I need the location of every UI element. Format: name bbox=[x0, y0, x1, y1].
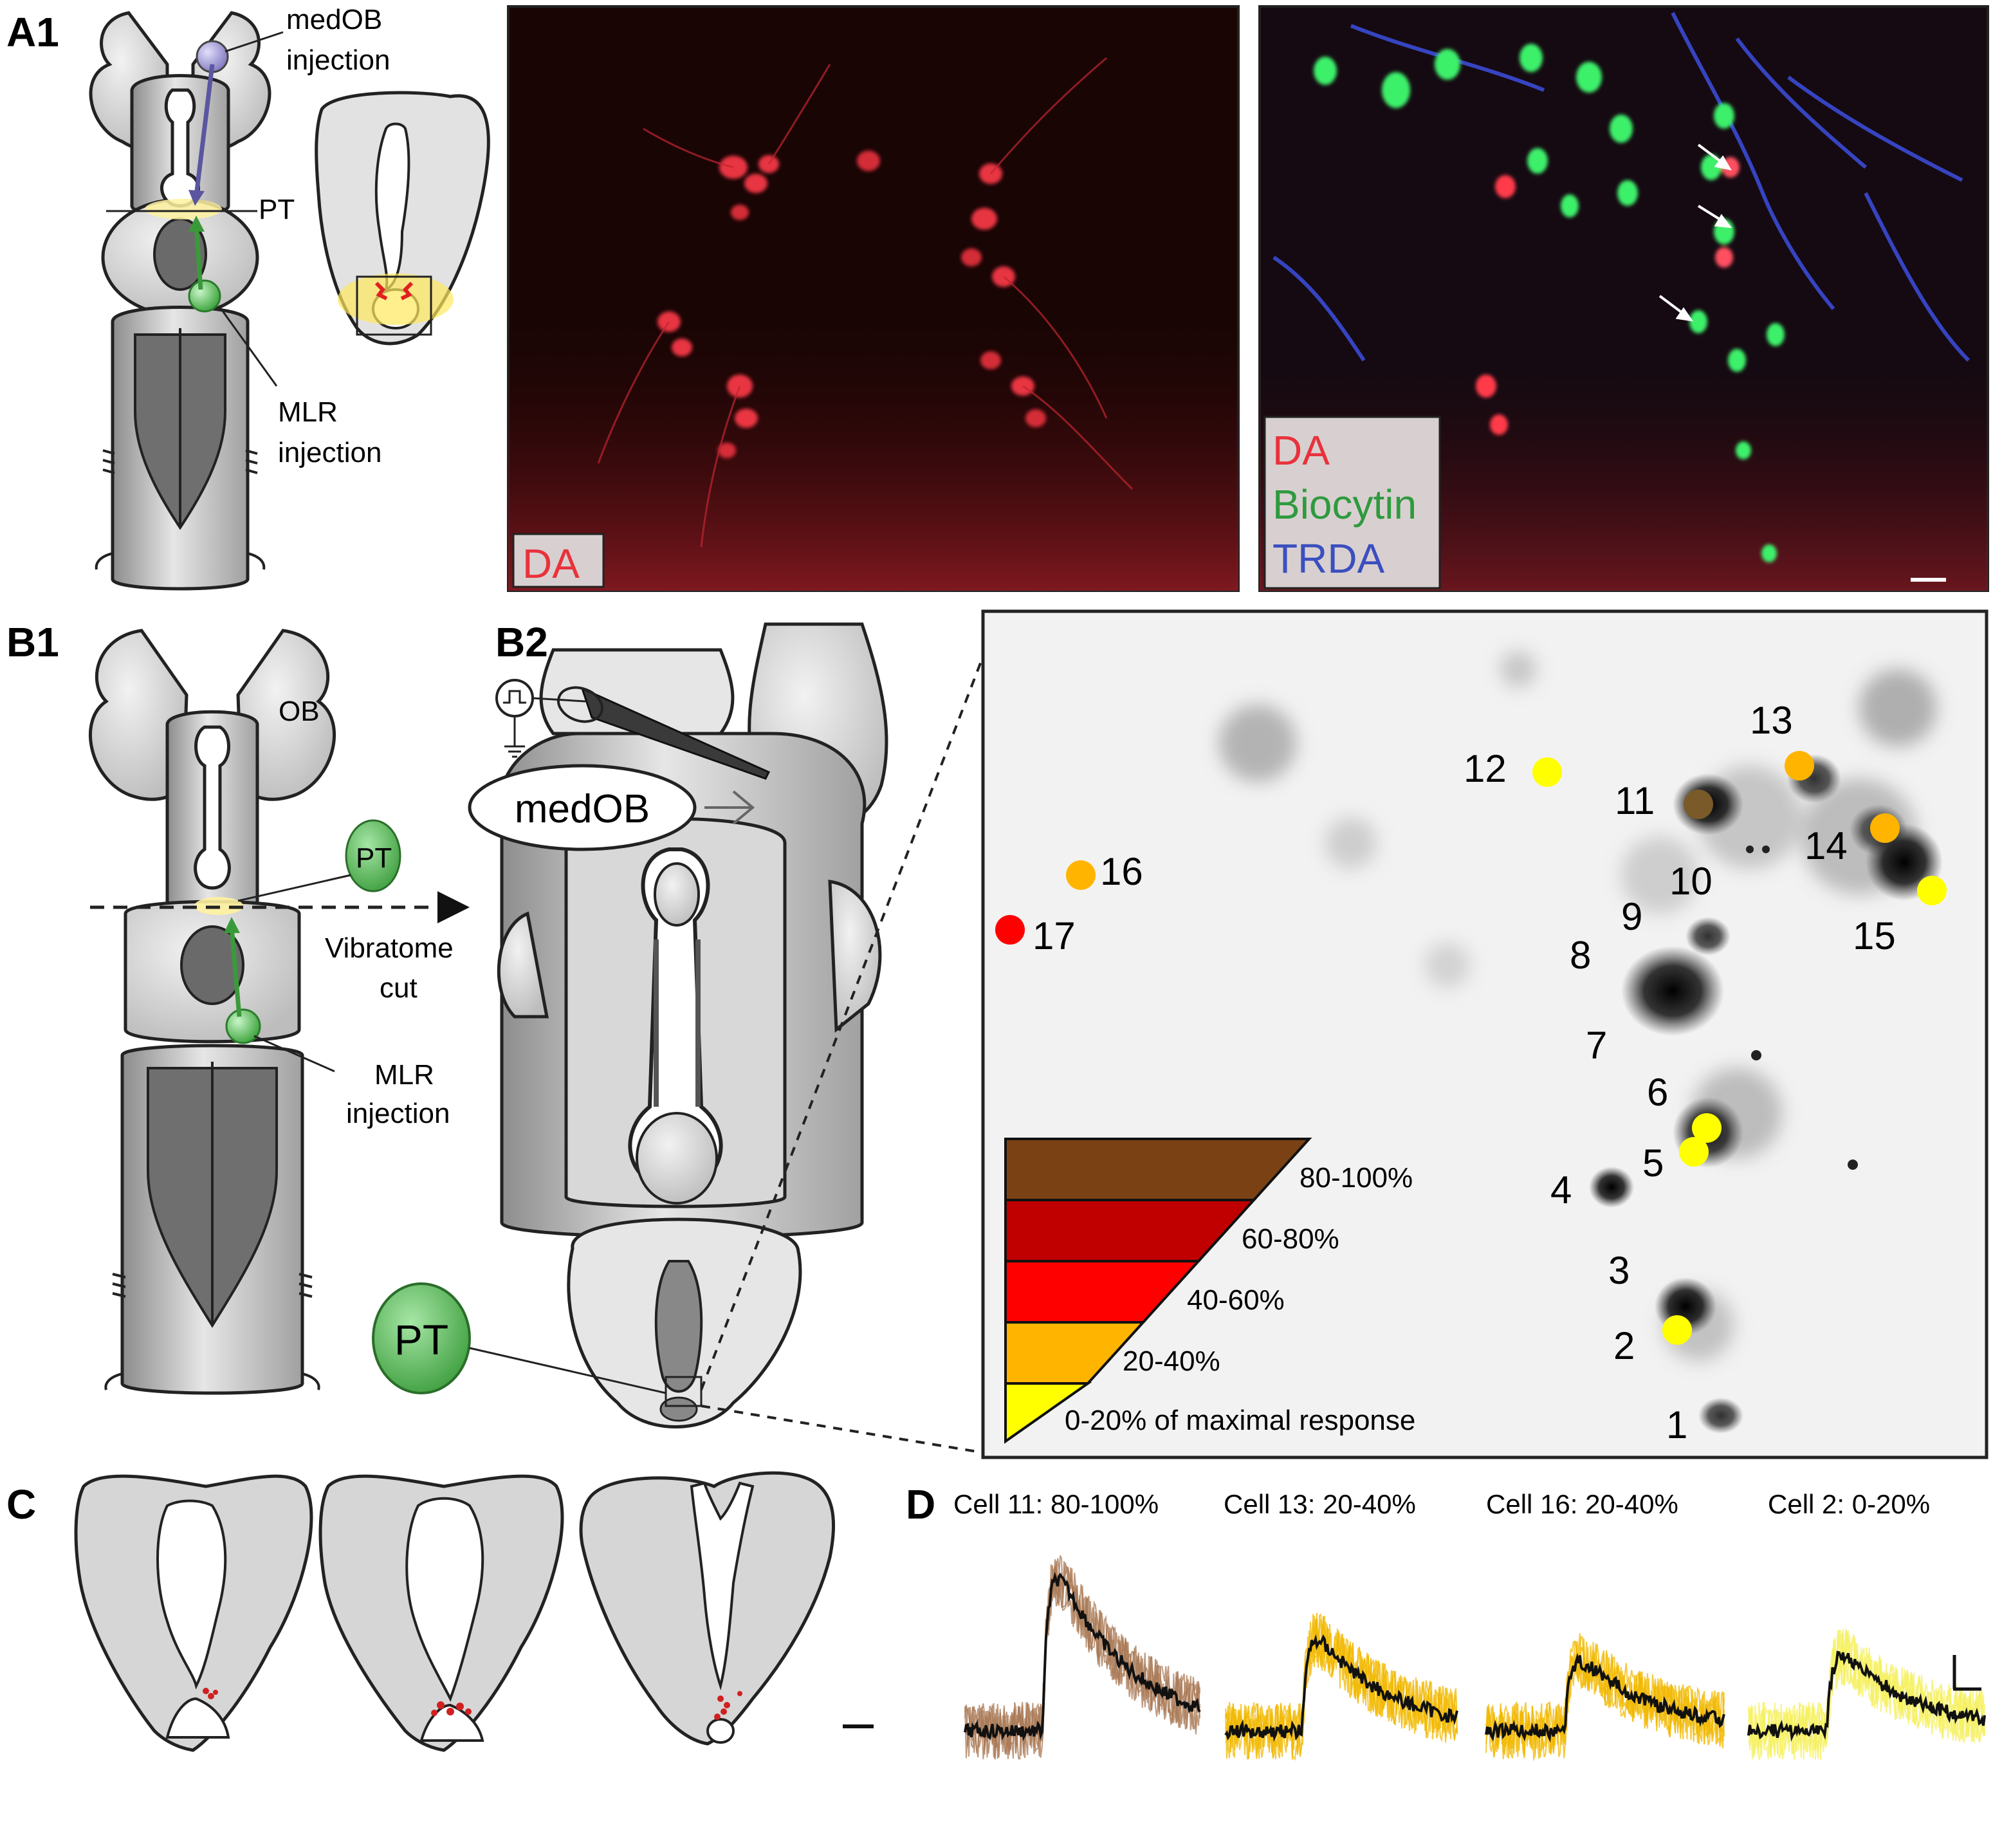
cell-label-14: 14 bbox=[1805, 824, 1848, 867]
cell-label-8: 8 bbox=[1570, 934, 1591, 977]
a1-medob-injection-label: medOB injection bbox=[286, 4, 390, 76]
a3-arrows bbox=[1658, 143, 1732, 322]
b1-pt-label: PT bbox=[356, 842, 392, 874]
cell-label-13: 13 bbox=[1750, 699, 1793, 742]
panel-label-b1: B1 bbox=[6, 619, 59, 665]
cell-marker-13 bbox=[1785, 751, 1814, 781]
b2-medob-label: medOB bbox=[515, 787, 650, 831]
trace-2 bbox=[1485, 1633, 1725, 1762]
cell-marker-2 bbox=[1662, 1315, 1692, 1345]
a3-scale-bar bbox=[1911, 578, 1946, 582]
a2-micrograph bbox=[507, 5, 1240, 592]
d-traces bbox=[964, 1555, 1986, 1762]
trace-0-sweep bbox=[964, 1555, 1200, 1760]
legend-label-20-40: 20-40% bbox=[1123, 1345, 1220, 1377]
trace-3-sweep bbox=[1748, 1630, 1985, 1758]
b3-cell-labels: 1 2 3 4 5 6 7 8 9 10 11 12 13 14 15 16 1… bbox=[1033, 699, 1896, 1446]
cell-marker-6 bbox=[1692, 1113, 1722, 1143]
cell-label-3: 3 bbox=[1608, 1249, 1630, 1292]
b2-brain-schematic bbox=[372, 611, 1002, 1457]
c-section-2 bbox=[318, 1474, 564, 1752]
b1-mlr-injection-label: MLR injection bbox=[346, 1059, 450, 1129]
b3-legend bbox=[1004, 1138, 1312, 1444]
cell-marker-5 bbox=[1679, 1137, 1709, 1167]
trace-0 bbox=[964, 1555, 1201, 1760]
cell-label-6: 6 bbox=[1647, 1071, 1668, 1114]
cell-label-10: 10 bbox=[1669, 860, 1713, 903]
trace-title-cell-16: Cell 16: 20-40% bbox=[1486, 1489, 1678, 1519]
panel-label-a1: A1 bbox=[6, 9, 59, 55]
cell-marker-11 bbox=[1684, 790, 1713, 819]
panel-label-d: D bbox=[906, 1481, 935, 1528]
cell-label-11: 11 bbox=[1615, 779, 1655, 822]
trace-1 bbox=[1224, 1612, 1458, 1761]
trace-2-average bbox=[1485, 1652, 1725, 1743]
b1-cut-label: Vibratome cut bbox=[325, 932, 461, 1004]
b1-brain-schematic bbox=[89, 629, 470, 1395]
cell-label-17: 17 bbox=[1033, 914, 1076, 957]
a3-micrograph bbox=[1258, 5, 1989, 592]
cell-label-12: 12 bbox=[1464, 747, 1507, 790]
b3-cell-markers bbox=[995, 751, 1947, 1345]
d-trace-titles: Cell 11: 80-100% Cell 13: 20-40% Cell 16… bbox=[953, 1489, 1930, 1519]
cell-label-2: 2 bbox=[1613, 1324, 1635, 1367]
cell-marker-17 bbox=[995, 915, 1025, 945]
trace-title-cell-11: Cell 11: 80-100% bbox=[953, 1489, 1159, 1519]
b3-legend-labels: 80-100% 60-80% 40-60% 20-40% 0-20% of ma… bbox=[1065, 1162, 1415, 1436]
trace-0-sweep bbox=[964, 1559, 1200, 1760]
b3-calcium-image bbox=[981, 609, 1988, 1459]
legend-label-40-60: 40-60% bbox=[1187, 1284, 1285, 1316]
trace-0-average bbox=[964, 1571, 1201, 1741]
trace-2-sweep bbox=[1485, 1640, 1725, 1757]
a3-legend: DA Biocytin TRDA bbox=[1272, 427, 1417, 582]
c-section-3 bbox=[579, 1471, 836, 1746]
c-sections bbox=[74, 1471, 874, 1752]
a3-legend-da: DA bbox=[1272, 427, 1330, 474]
c-scale-bar bbox=[843, 1724, 874, 1728]
a3-legend-trda: TRDA bbox=[1272, 535, 1385, 582]
cell-marker-12 bbox=[1532, 757, 1562, 787]
legend-label-80-100: 80-100% bbox=[1300, 1162, 1413, 1194]
cell-label-9: 9 bbox=[1621, 895, 1642, 938]
a1-brain-schematic bbox=[89, 11, 490, 591]
cell-label-16: 16 bbox=[1100, 850, 1143, 893]
legend-label-0-20: 0-20% of maximal response bbox=[1065, 1405, 1415, 1436]
cell-label-4: 4 bbox=[1550, 1169, 1572, 1212]
cell-marker-15 bbox=[1917, 876, 1947, 905]
cell-label-15: 15 bbox=[1853, 914, 1896, 957]
a3-legend-biocytin: Biocytin bbox=[1272, 481, 1417, 528]
panel-label-c: C bbox=[6, 1481, 36, 1528]
trace-3-sweep bbox=[1748, 1629, 1985, 1760]
trace-3 bbox=[1747, 1627, 1986, 1762]
trace-1-average bbox=[1224, 1634, 1458, 1742]
cell-label-5: 5 bbox=[1642, 1141, 1664, 1185]
d-scale-bar bbox=[1952, 1655, 1981, 1691]
a2-legend-da: DA bbox=[522, 541, 580, 587]
trace-title-cell-2: Cell 2: 0-20% bbox=[1768, 1489, 1930, 1519]
b2-pt-label: PT bbox=[394, 1316, 448, 1363]
b1-ob-label: OB bbox=[279, 696, 320, 727]
trace-3-average bbox=[1747, 1650, 1986, 1742]
legend-label-60-80: 60-80% bbox=[1242, 1223, 1339, 1255]
cell-label-7: 7 bbox=[1586, 1024, 1607, 1067]
a1-pt-label: PT bbox=[259, 194, 295, 225]
cell-label-1: 1 bbox=[1666, 1403, 1687, 1446]
a1-mlr-injection-label: MLR injection bbox=[278, 396, 381, 468]
cell-marker-14 bbox=[1870, 813, 1900, 843]
trace-title-cell-13: Cell 13: 20-40% bbox=[1224, 1489, 1416, 1519]
panel-label-b2: B2 bbox=[495, 619, 548, 665]
cell-marker-16 bbox=[1066, 860, 1096, 890]
c-section-1 bbox=[74, 1474, 313, 1752]
